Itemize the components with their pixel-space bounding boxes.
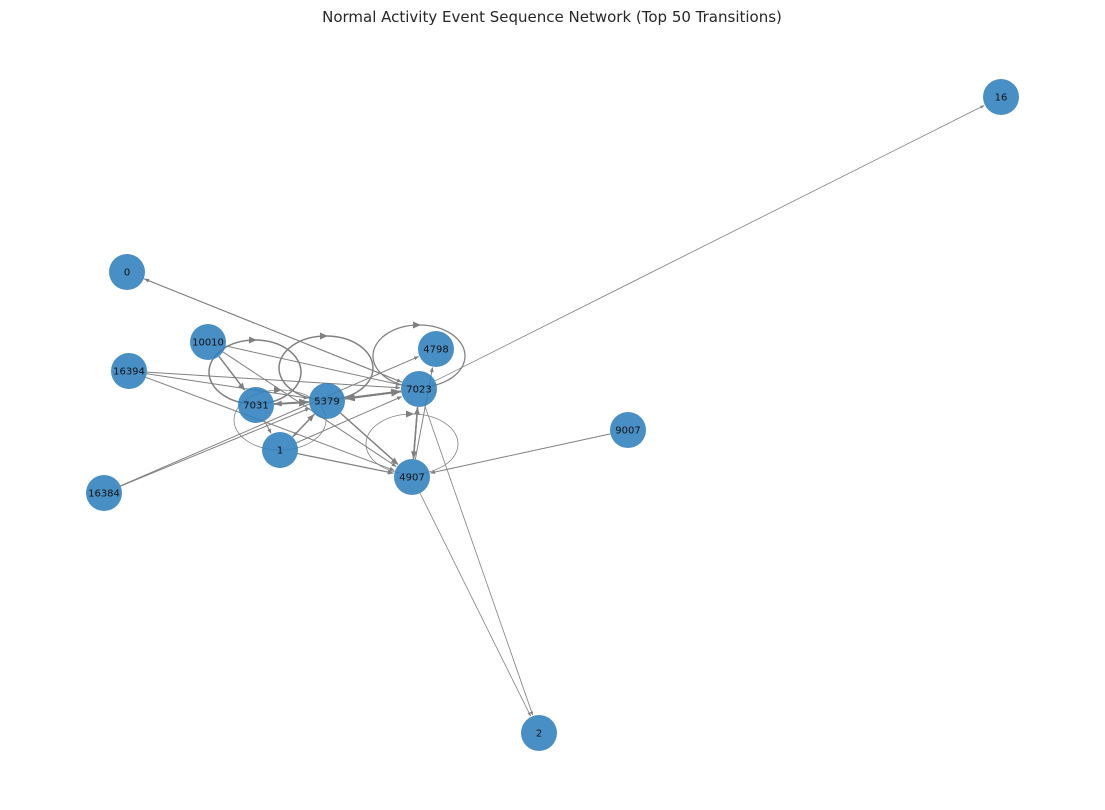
node-label-4907: 4907 [399, 473, 424, 484]
node-circle-4798 [418, 331, 454, 367]
edge-10010-to-7031 [218, 355, 246, 391]
edges-layer [120, 105, 985, 717]
node-5379: 5379 [309, 383, 345, 419]
self-loop-arrow-5379 [320, 332, 328, 340]
node-circle-7031 [238, 387, 274, 423]
edge-16394-to-5379 [146, 373, 309, 400]
node-label-0: 0 [124, 268, 130, 279]
edge-4907-to-2 [419, 492, 531, 717]
node-label-9007: 9007 [615, 426, 640, 437]
node-circle-16394 [111, 353, 147, 389]
node-circle-10010 [190, 324, 226, 360]
edge-5379-to-4907 [339, 412, 399, 465]
node-label-4798: 4798 [423, 345, 448, 356]
node-16384: 16384 [86, 475, 122, 511]
edge-5379-to-7031 [274, 400, 310, 407]
node-9007: 9007 [610, 412, 646, 448]
node-16394: 16394 [111, 353, 147, 389]
node-label-16: 16 [995, 93, 1008, 104]
node-7031: 7031 [238, 387, 274, 423]
node-4907: 4907 [394, 459, 430, 495]
node-circle-2 [521, 715, 557, 751]
edge-7023-to-2 [424, 405, 534, 716]
self-loop-arrow-10010 [249, 336, 257, 344]
node-16: 16 [983, 79, 1019, 115]
node-label-5379: 5379 [314, 397, 339, 408]
node-10010: 10010 [190, 324, 226, 360]
edge-7023-to-0 [144, 278, 403, 383]
node-4798: 4798 [418, 331, 454, 367]
edge-7023-to-5379 [344, 390, 402, 402]
node-label-16394: 16394 [113, 367, 145, 378]
self-loop-arrow-7031 [274, 386, 282, 394]
edge-16394-to-7023 [146, 371, 401, 390]
node-circle-7023 [401, 371, 437, 407]
node-label-7031: 7031 [243, 401, 268, 412]
node-1: 1 [262, 432, 298, 468]
node-circle-0 [109, 254, 145, 290]
edge-1-to-4907 [297, 452, 394, 475]
self-loop-arrow-4907 [406, 410, 414, 418]
node-circle-16384 [86, 475, 122, 511]
edge-16384-to-5379 [120, 407, 310, 487]
node-circle-16 [983, 79, 1019, 115]
self-loop-arrow-7023 [413, 321, 421, 329]
node-circle-1 [262, 432, 298, 468]
node-label-2: 2 [536, 729, 542, 740]
edge-7023-to-16 [434, 105, 985, 382]
node-7023: 7023 [401, 371, 437, 407]
edge-9007-to-4907 [430, 433, 611, 474]
edge-16394-to-4907 [145, 376, 395, 471]
node-label-16384: 16384 [88, 489, 120, 500]
node-circle-5379 [309, 383, 345, 419]
node-0: 0 [109, 254, 145, 290]
edge-5379-to-1 [292, 413, 315, 437]
chart-title: Normal Activity Event Sequence Network (… [322, 8, 782, 26]
edge-7023-to-4907 [411, 406, 419, 459]
node-label-1: 1 [277, 446, 283, 457]
nodes-layer: 16 0 10010 4798 16394 7023 7031 5379 9007 1 4907 16… [86, 79, 1019, 751]
node-circle-4907 [394, 459, 430, 495]
node-label-7023: 7023 [406, 385, 431, 396]
node-2: 2 [521, 715, 557, 751]
node-label-10010: 10010 [192, 338, 224, 349]
edge-1-to-7023 [296, 396, 403, 444]
edge-16384-to-4798 [120, 356, 420, 487]
node-circle-9007 [610, 412, 646, 448]
